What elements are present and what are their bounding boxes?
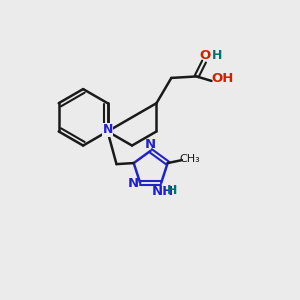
Text: NH: NH: [152, 184, 174, 197]
Text: O: O: [199, 49, 210, 62]
Text: H: H: [167, 184, 178, 197]
Text: N: N: [102, 123, 113, 136]
Text: CH₃: CH₃: [180, 154, 200, 164]
Text: N: N: [128, 176, 139, 190]
Text: H: H: [212, 49, 223, 62]
Text: OH: OH: [212, 72, 234, 85]
Text: N: N: [145, 138, 156, 151]
